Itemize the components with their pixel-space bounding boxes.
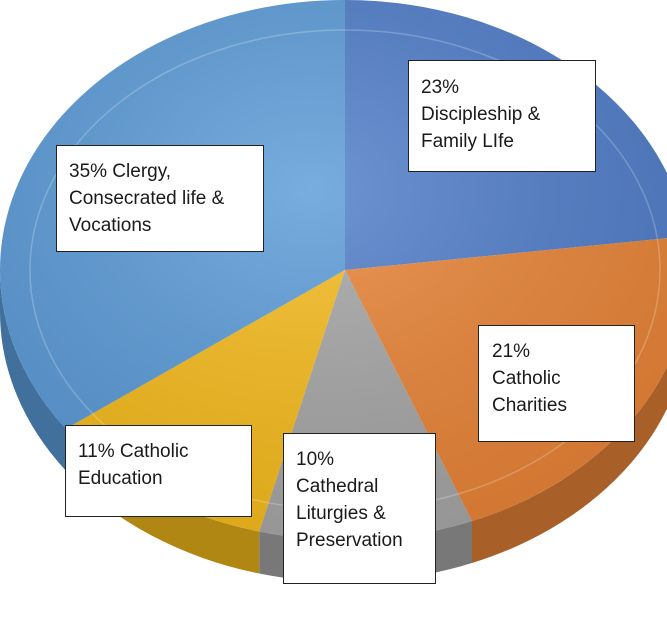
slice-label-cathedral: 10% Cathedral Liturgies & Preservation <box>283 433 436 584</box>
slice-label-charities: 21% Catholic Charities <box>478 325 635 442</box>
slice-label-discipleship: 23% Discipleship & Family LIfe <box>408 60 596 172</box>
slice-label-education: 11% Catholic Education <box>65 425 252 517</box>
slice-label-clergy: 35% Clergy, Consecrated life & Vocations <box>56 145 264 252</box>
